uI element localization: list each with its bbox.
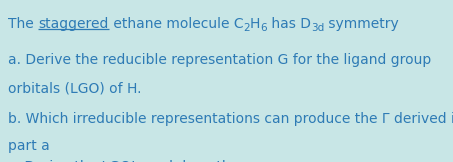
Text: H: H [250,17,260,31]
Text: ethane molecule C: ethane molecule C [109,17,243,31]
Text: orbitals (LGO) of H.: orbitals (LGO) of H. [8,82,142,96]
Text: 6: 6 [260,23,267,33]
Text: staggered: staggered [39,17,109,31]
Text: b. Which irreducible representations can produce the Γ derived in: b. Which irreducible representations can… [8,112,453,126]
Text: 2: 2 [243,23,250,33]
Text: a. Derive the reducible representation G for the ligand group: a. Derive the reducible representation G… [8,53,431,67]
Text: The: The [8,17,39,31]
Text: 3d: 3d [311,23,324,33]
Text: part a: part a [8,139,50,152]
Text: has D: has D [267,17,311,31]
Text: c. Derive the LGO’s and draw them.: c. Derive the LGO’s and draw them. [8,160,257,162]
Text: symmetry: symmetry [324,17,399,31]
